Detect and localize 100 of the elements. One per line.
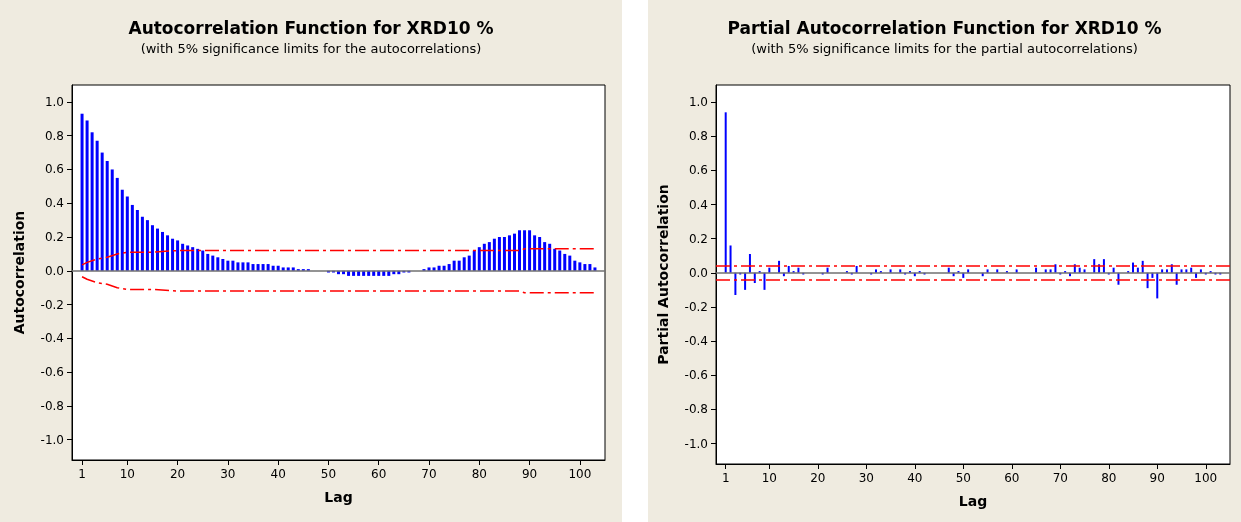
bar: [186, 245, 190, 271]
x-tick-label: 30: [858, 471, 874, 485]
bar: [90, 132, 94, 271]
bar: [155, 228, 159, 271]
bar: [140, 216, 144, 271]
y-tick-label: 0.6: [44, 162, 64, 177]
chart-title: Autocorrelation Function for XRD10 %: [128, 17, 494, 38]
x-tick-label: 80: [471, 467, 487, 481]
x-tick-label: 40: [270, 467, 286, 481]
bar: [538, 237, 542, 271]
bar: [110, 169, 114, 271]
y-tick-label: 1.0: [44, 94, 64, 109]
bar: [135, 210, 139, 271]
x-tick-label: 40: [907, 471, 923, 485]
x-tick-label: 70: [421, 467, 437, 481]
bar: [553, 248, 557, 271]
bar: [150, 225, 154, 271]
bar: [100, 152, 104, 271]
y-axis-title: Autocorrelation: [11, 210, 27, 335]
bar: [130, 204, 134, 271]
y-tick-label: 0.6: [688, 163, 708, 178]
bar: [533, 235, 537, 271]
bar: [497, 237, 501, 271]
y-tick-label: -0.8: [40, 398, 64, 413]
bar: [729, 245, 732, 273]
bar: [573, 260, 577, 271]
bar: [216, 257, 220, 271]
y-tick-label: -0.8: [684, 402, 708, 417]
bar: [120, 189, 124, 271]
x-tick-label: 90: [1149, 471, 1165, 485]
bar: [161, 231, 165, 271]
x-tick-label: 90: [521, 467, 538, 481]
bar: [487, 242, 491, 271]
y-tick-label: -0.4: [40, 331, 64, 346]
y-tick-label: 0.2: [688, 231, 708, 246]
y-tick-label: -0.2: [684, 299, 708, 314]
x-tick-label: 60: [371, 467, 387, 481]
x-tick-label: 10: [761, 471, 777, 485]
chart-subtitle: (with 5% significance limits for the partial autocorrelations): [751, 41, 1138, 56]
chart-subtitle: (with 5% significance limits for the autocorrelations): [140, 41, 482, 56]
x-tick-label: 100: [568, 467, 592, 481]
bar: [528, 230, 532, 271]
bar: [512, 233, 516, 271]
bar: [171, 238, 175, 271]
bar: [543, 242, 547, 271]
y-tick-label: -0.6: [40, 365, 64, 380]
bar: [85, 120, 89, 271]
y-axis-title: Partial Autocorrelation: [655, 184, 671, 365]
bar: [492, 238, 496, 271]
bar: [452, 260, 456, 271]
bar: [166, 235, 170, 271]
x-axis-title: Lag: [958, 493, 988, 509]
x-tick-label: 1: [721, 471, 730, 485]
y-tick-label: 0.4: [44, 196, 64, 211]
bar: [191, 247, 195, 271]
x-tick-label: 60: [1004, 471, 1020, 485]
bar: [472, 250, 476, 271]
bar: [563, 253, 567, 271]
bar: [231, 260, 235, 271]
bar: [176, 240, 180, 271]
bar: [206, 253, 210, 271]
y-tick-label: 0.0: [44, 263, 64, 278]
bar: [201, 250, 205, 271]
y-tick-label: 0.2: [44, 230, 64, 245]
bar: [1156, 272, 1159, 299]
bar: [477, 247, 481, 271]
bar: [558, 250, 562, 271]
x-tick-label: 20: [169, 467, 186, 481]
x-tick-label: 50: [955, 471, 971, 485]
bar: [211, 255, 215, 271]
bar: [196, 248, 200, 271]
bar: [568, 255, 572, 271]
bar: [763, 272, 766, 290]
y-tick-label: 0.8: [44, 128, 64, 143]
x-tick-label: 50: [320, 467, 337, 481]
bar: [457, 260, 461, 271]
bar: [467, 255, 471, 271]
y-tick-label: 1.0: [688, 95, 708, 110]
bar: [523, 230, 527, 271]
bar: [507, 235, 511, 271]
x-tick-label: 30: [220, 467, 236, 481]
bar: [462, 257, 466, 271]
y-tick-label: -0.2: [40, 297, 64, 312]
bar: [125, 196, 129, 271]
chart-title: Partial Autocorrelation Function for XRD10 %: [727, 17, 1162, 38]
x-tick-label: 1: [78, 467, 86, 481]
x-tick-label: 20: [810, 471, 826, 485]
x-tick-label: 80: [1101, 471, 1117, 485]
x-axis-title: Lag: [324, 489, 353, 505]
bar: [1132, 262, 1135, 273]
bar: [115, 177, 119, 271]
bar: [145, 220, 149, 271]
bar: [226, 260, 230, 271]
bar: [518, 230, 522, 271]
bar: [724, 112, 727, 273]
y-tick-label: 0.0: [688, 265, 708, 280]
y-tick-label: -0.4: [684, 334, 708, 349]
y-tick-label: 0.8: [688, 129, 708, 144]
line-series: [81, 275, 596, 294]
y-tick-label: -1.0: [684, 436, 708, 451]
